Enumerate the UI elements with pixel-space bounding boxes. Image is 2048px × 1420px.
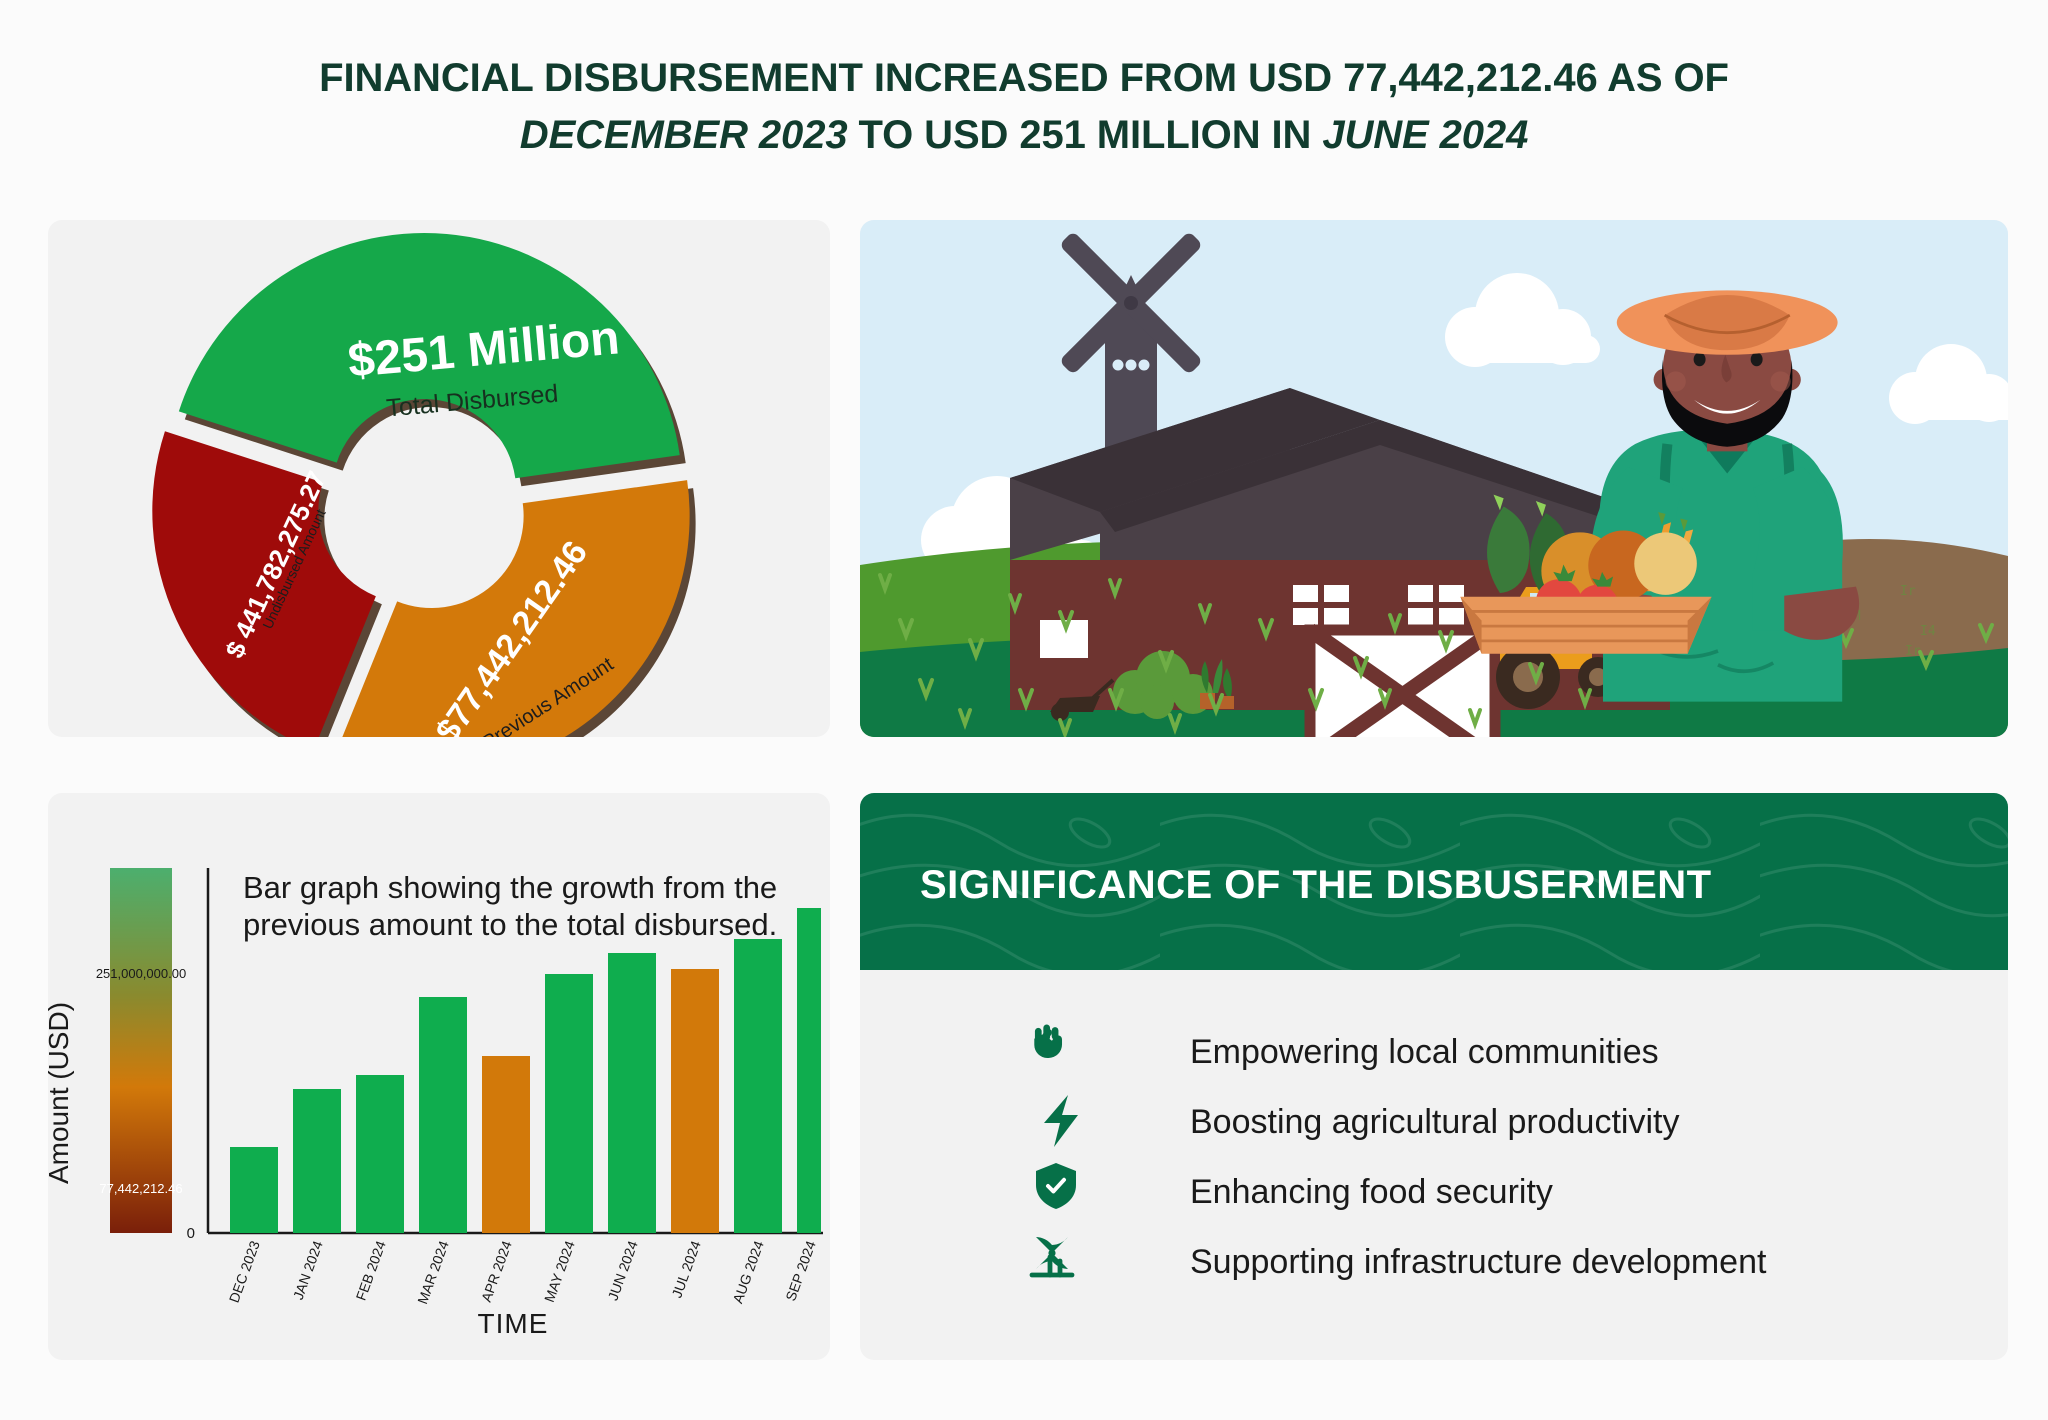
svg-text:I4: I4 bbox=[1920, 624, 1936, 639]
svg-text:TIME: TIME bbox=[478, 1308, 549, 1339]
svg-text:FEB 2024: FEB 2024 bbox=[352, 1238, 388, 1302]
svg-text:0: 0 bbox=[187, 1225, 195, 1242]
svg-text:SEP 2024: SEP 2024 bbox=[782, 1238, 819, 1303]
svg-text:Supporting infrastructure deve: Supporting infrastructure development bbox=[1190, 1243, 1767, 1281]
svg-text:SIGNIFICANCE OF THE DISBUSERME: SIGNIFICANCE OF THE DISBUSERMENT bbox=[920, 863, 1712, 907]
svg-text:Boosting agricultural producti: Boosting agricultural productivity bbox=[1190, 1103, 1679, 1141]
svg-text:MAR 2024: MAR 2024 bbox=[414, 1238, 452, 1306]
svg-text:JUN 2024: JUN 2024 bbox=[604, 1238, 640, 1302]
svg-text:AUG 2024: AUG 2024 bbox=[729, 1238, 766, 1305]
svg-text:Amount (USD): Amount (USD) bbox=[48, 1002, 74, 1184]
svg-text:JAN 2024: JAN 2024 bbox=[290, 1238, 326, 1301]
svg-text:Bar graph showing the growth f: Bar graph showing the growth from the bbox=[243, 870, 777, 905]
svg-text:251,000,000.00: 251,000,000.00 bbox=[96, 966, 186, 981]
svg-text:Ir: Ir bbox=[1900, 584, 1916, 599]
svg-text:Enhancing food security: Enhancing food security bbox=[1190, 1173, 1553, 1211]
svg-text:previous amount to the total d: previous amount to the total disbursed. bbox=[243, 907, 777, 942]
svg-text:DEC 2023: DEC 2023 bbox=[226, 1238, 263, 1304]
svg-text:MAY 2024: MAY 2024 bbox=[541, 1238, 578, 1304]
svg-text:77,442,212.46: 77,442,212.46 bbox=[99, 1181, 182, 1196]
svg-text:APR 2024: APR 2024 bbox=[478, 1238, 515, 1304]
svg-text:Empowering local communities: Empowering local communities bbox=[1190, 1033, 1659, 1071]
svg-text:JUL 2024: JUL 2024 bbox=[668, 1238, 703, 1300]
